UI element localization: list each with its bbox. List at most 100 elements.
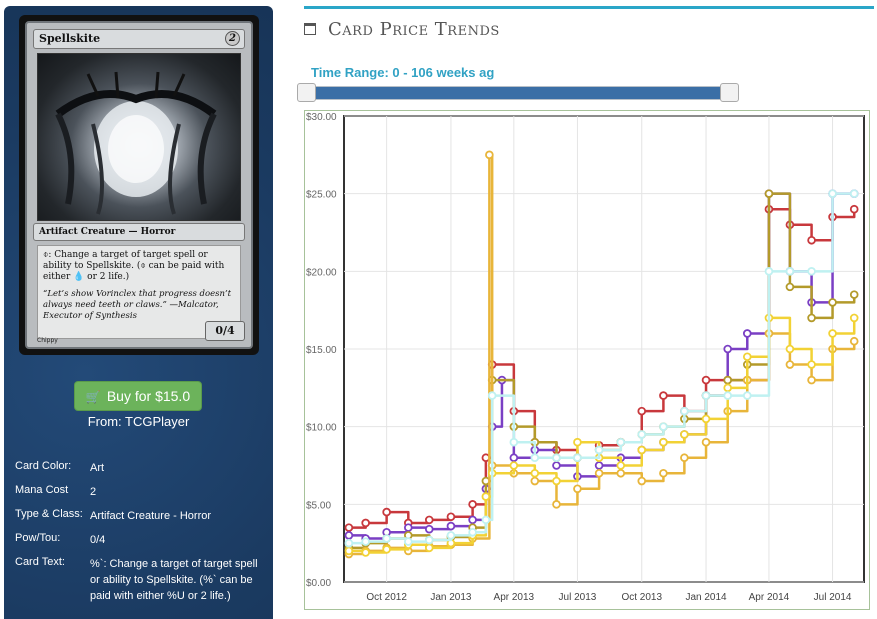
data-point [659, 437, 668, 447]
data-point [785, 344, 795, 354]
x-tick-label: Oct 2013 [621, 592, 662, 603]
data-point [701, 375, 711, 385]
data-point [723, 344, 733, 354]
data-point [807, 313, 816, 323]
x-tick-label: Oct 2012 [366, 592, 407, 603]
data-point [659, 391, 668, 400]
data-point [594, 461, 604, 470]
info-row-mana-cost: Mana Cost 2 [15, 484, 270, 500]
data-point [594, 468, 604, 478]
y-tick-label: $15.00 [306, 345, 337, 356]
data-point [828, 329, 837, 338]
section-heading: Card Price Trends [304, 18, 500, 40]
spellskite-art-icon [55, 71, 217, 215]
data-point [446, 512, 456, 522]
info-row-card-text: Card Text: %`: Change a target of target… [15, 556, 270, 604]
slider-handle-end[interactable] [720, 83, 739, 102]
data-point [344, 546, 354, 556]
data-point [742, 329, 752, 338]
card-image: Spellskite 2 Artifact Creature — Horror [19, 15, 259, 355]
data-point [616, 468, 626, 478]
x-tick-label: Apr 2014 [749, 592, 790, 603]
data-point [361, 537, 370, 546]
data-point [424, 535, 434, 545]
data-point [849, 336, 859, 346]
data-point [361, 548, 370, 557]
data-point [637, 476, 647, 486]
x-tick-label: Jan 2014 [685, 592, 727, 603]
data-point [552, 500, 561, 509]
card-flavor-text: “Let’s show Vorinclex that progress does… [43, 289, 232, 321]
data-point [344, 523, 354, 532]
data-point [828, 189, 837, 198]
data-point [785, 360, 795, 369]
y-tick-label: $20.00 [306, 267, 337, 278]
data-point [742, 391, 752, 400]
data-point [723, 375, 733, 385]
data-point [361, 518, 370, 528]
info-value: Art [90, 462, 105, 474]
data-point [680, 430, 689, 439]
data-point [530, 468, 540, 478]
data-point [785, 267, 795, 276]
y-tick-label: $30.00 [306, 112, 337, 123]
slider-handle-start[interactable] [297, 83, 316, 102]
data-point [552, 461, 561, 470]
header-accent-line [304, 6, 874, 9]
data-point [785, 282, 795, 292]
info-value: %`: Change a target of target spell or a… [90, 558, 258, 602]
info-key: Mana Cost [15, 484, 69, 496]
data-point [680, 406, 689, 416]
data-point [659, 468, 668, 478]
x-tick-label: Apr 2013 [494, 592, 535, 603]
data-point [424, 515, 434, 525]
data-point [616, 461, 626, 470]
calendar-icon [304, 23, 316, 35]
info-key: Card Color: [15, 460, 72, 472]
data-point [468, 500, 477, 509]
y-tick-label: $0.00 [306, 578, 331, 589]
x-tick-label: Jul 2014 [814, 592, 852, 603]
info-key: Pow/Tou: [15, 532, 61, 544]
data-point [481, 492, 491, 501]
info-value: Artifact Creature - Horror [90, 510, 212, 522]
card-type-line: Artifact Creature — Horror [33, 223, 245, 241]
data-point [701, 391, 711, 400]
data-point [659, 422, 668, 431]
data-point [509, 461, 519, 470]
data-point [807, 235, 816, 245]
data-point [849, 290, 859, 299]
buy-button[interactable]: 🛒 Buy for $15.0 [74, 381, 202, 411]
info-key: Card Text: [15, 556, 65, 568]
data-point [404, 537, 413, 546]
info-row-pow-tou: Pow/Tou: 0/4 [15, 532, 270, 548]
data-point [807, 375, 816, 385]
chart-border [304, 110, 870, 610]
data-point [344, 531, 354, 540]
data-point [481, 515, 491, 525]
data-point [637, 430, 647, 439]
data-point [509, 453, 519, 463]
data-point [616, 437, 626, 447]
card-artist: Chippy [37, 337, 58, 344]
info-value: 2 [90, 486, 97, 498]
data-point [446, 521, 456, 531]
data-point [637, 406, 647, 416]
data-point [552, 476, 561, 486]
data-point [424, 543, 434, 553]
card-rules-text: ⌽: Change a target of target spell or ab… [43, 250, 225, 282]
data-point [764, 189, 774, 198]
time-range-label: Time Range: 0 - 106 weeks ag [311, 65, 495, 80]
data-point [849, 313, 859, 323]
data-point [828, 298, 837, 307]
info-value: 0/4 [90, 534, 106, 546]
data-point [807, 267, 816, 276]
data-point [637, 445, 647, 455]
data-point [849, 204, 859, 214]
data-point [344, 538, 354, 548]
data-point [701, 437, 711, 447]
data-point [404, 523, 413, 532]
time-range-selection [312, 87, 726, 99]
data-point [573, 484, 582, 494]
